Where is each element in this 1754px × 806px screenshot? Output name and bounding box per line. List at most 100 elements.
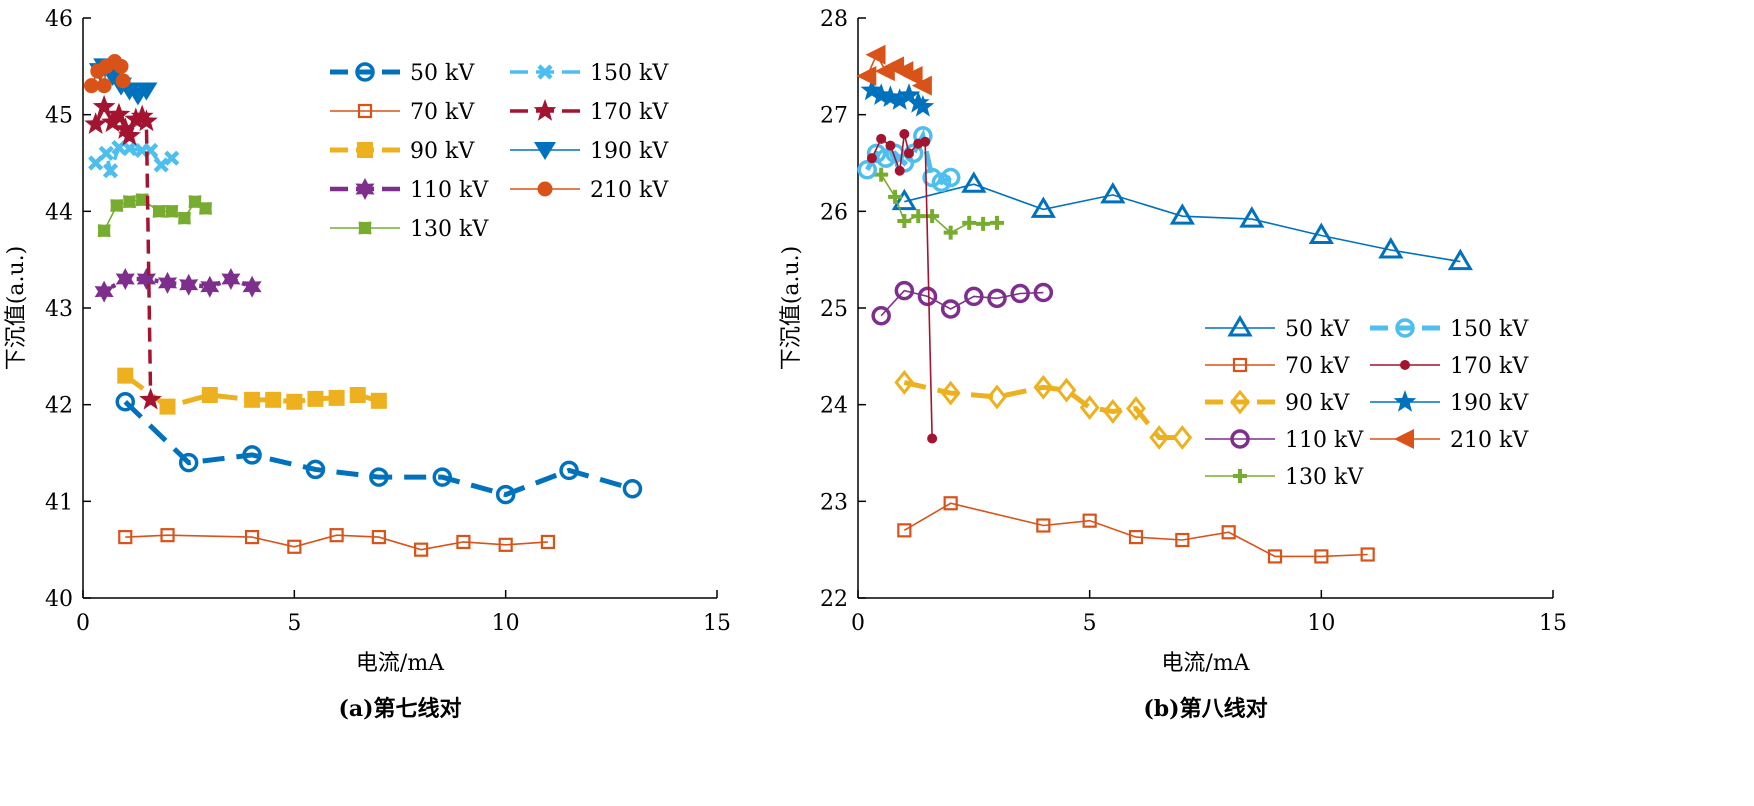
data-point	[1010, 283, 1030, 304]
data-point	[1149, 425, 1170, 450]
data-point	[200, 275, 220, 298]
y-tick-label: 44	[45, 200, 73, 225]
series-70-kV	[118, 528, 556, 557]
data-point	[1232, 357, 1248, 373]
data-point	[1227, 315, 1253, 337]
legend-label: 90 kV	[410, 139, 475, 164]
data-point	[961, 171, 987, 193]
data-point	[118, 529, 133, 545]
data-point	[987, 288, 1007, 309]
data-point	[329, 528, 344, 543]
y-tick-label: 46	[45, 7, 73, 32]
data-point	[456, 534, 471, 550]
data-point	[856, 66, 877, 86]
data-point	[1100, 181, 1126, 204]
data-point	[113, 117, 137, 139]
data-point	[307, 390, 324, 407]
data-point	[931, 172, 952, 193]
legend-label: 130 kV	[1285, 465, 1364, 490]
legend-entry: 90 kV	[330, 139, 475, 164]
data-point	[1360, 547, 1375, 562]
data-point	[94, 280, 114, 303]
data-point	[876, 133, 887, 144]
data-point	[1128, 529, 1144, 545]
y-tick-label: 27	[820, 104, 848, 129]
legend-label: 150 kV	[1450, 317, 1529, 342]
data-point	[135, 109, 158, 132]
chart-panel-b: 0 5 10 15 22 23 24 25 26 27 28 电流/mA 下沉值(a.u.) (b)第八线…	[779, 7, 1567, 722]
y-tick-label: 41	[45, 490, 73, 515]
data-point	[135, 82, 158, 101]
legend-entry: 70 kV	[330, 100, 475, 125]
series-70-kV	[897, 496, 1375, 564]
x-tick-label: 15	[703, 611, 731, 636]
y-tick-label: 26	[820, 200, 848, 225]
series-110-kV	[94, 268, 262, 303]
data-point	[888, 88, 912, 110]
data-point	[1395, 318, 1415, 338]
legend-label: 150 kV	[590, 61, 669, 86]
data-point	[1102, 399, 1123, 424]
data-point	[107, 102, 131, 125]
data-point	[1308, 222, 1334, 244]
data-point	[894, 165, 905, 176]
data-point	[244, 529, 260, 545]
legend-label: 50 kV	[410, 61, 475, 86]
data-point	[1267, 549, 1283, 564]
data-point	[101, 110, 124, 133]
data-point	[911, 94, 935, 117]
data-point	[178, 452, 199, 473]
data-point	[357, 142, 373, 158]
legend-entry: 50 kV	[330, 61, 475, 86]
series-190-kV	[860, 78, 935, 117]
legend-entry: 110 kV	[330, 178, 489, 203]
legend-entry: 210 kV	[1370, 428, 1529, 453]
y-tick-label: 23	[820, 490, 848, 515]
data-point	[110, 199, 124, 212]
series-150-kV	[88, 139, 180, 179]
data-point	[866, 143, 887, 164]
legend-entry: 170 kV	[1370, 354, 1529, 379]
legend-label: 90 kV	[1285, 391, 1350, 416]
legend-label: 190 kV	[590, 139, 669, 164]
data-point	[902, 66, 923, 86]
data-point	[357, 103, 373, 119]
series-50-kV	[891, 171, 1473, 271]
series-line	[125, 534, 548, 551]
data-point	[990, 215, 1004, 230]
data-point	[897, 83, 921, 105]
data-point	[871, 305, 891, 326]
legend-entry: 170 kV	[510, 99, 669, 125]
data-point	[1082, 513, 1097, 528]
series-90-kV	[894, 370, 1193, 450]
data-point	[857, 160, 878, 180]
data-point	[940, 380, 961, 406]
data-point	[1447, 248, 1473, 271]
data-point	[201, 387, 218, 403]
data-point	[305, 459, 326, 480]
x-axis-label: 电流/mA	[1161, 651, 1250, 676]
data-point	[879, 85, 902, 107]
legend-entry: 50 kV	[1205, 315, 1350, 342]
series-line	[123, 373, 380, 410]
y-tick-label: 24	[820, 394, 848, 419]
data-point	[83, 78, 99, 94]
data-point	[866, 153, 877, 164]
y-tick-label: 25	[820, 297, 848, 322]
data-point	[118, 123, 141, 146]
data-point	[498, 537, 513, 552]
data-point	[1394, 429, 1414, 449]
chart-title: (a)第七线对	[338, 696, 461, 722]
data-point	[158, 271, 178, 294]
series-line	[904, 183, 1461, 263]
legend-entry: 150 kV	[510, 61, 669, 86]
legend-entry: 70 kV	[1205, 354, 1350, 379]
legend-label: 170 kV	[1450, 354, 1529, 379]
data-point	[199, 202, 212, 215]
data-point	[1400, 360, 1410, 370]
x-axis-label: 电流/mA	[356, 651, 445, 676]
series-line	[123, 399, 634, 498]
data-point	[355, 178, 375, 200]
data-point	[349, 387, 366, 403]
